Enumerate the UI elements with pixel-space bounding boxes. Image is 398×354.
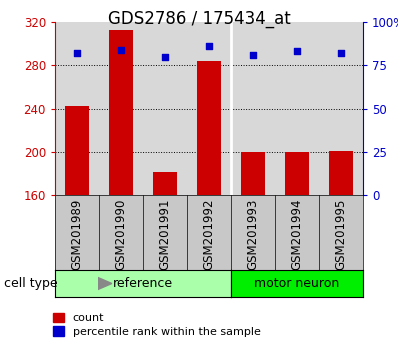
Point (118, 47, 124, 52)
Text: reference: reference (113, 277, 173, 290)
Bar (153, 172, 177, 195)
Point (74, 50, 80, 56)
Point (338, 50, 344, 56)
Text: GSM201989: GSM201989 (70, 199, 84, 270)
Point (162, 54, 168, 59)
Point (294, 48, 300, 54)
Point (250, 52, 256, 58)
Text: cell type: cell type (4, 277, 58, 290)
Text: GSM201990: GSM201990 (115, 199, 127, 270)
Polygon shape (98, 277, 112, 290)
Bar (197, 61, 221, 195)
Text: motor neuron: motor neuron (254, 277, 339, 290)
Text: GDS2786 / 175434_at: GDS2786 / 175434_at (107, 10, 291, 28)
Text: GSM201991: GSM201991 (158, 199, 172, 270)
Bar (65, 106, 89, 195)
Bar (329, 151, 353, 195)
Text: GSM201993: GSM201993 (246, 199, 259, 270)
Bar (241, 152, 265, 195)
Bar (285, 152, 309, 195)
Legend: count, percentile rank within the sample: count, percentile rank within the sample (53, 313, 260, 337)
Text: GSM201994: GSM201994 (291, 199, 304, 270)
Bar (109, 30, 133, 195)
Text: GSM201992: GSM201992 (203, 199, 215, 270)
Point (206, 44, 212, 49)
Text: GSM201995: GSM201995 (334, 199, 347, 270)
